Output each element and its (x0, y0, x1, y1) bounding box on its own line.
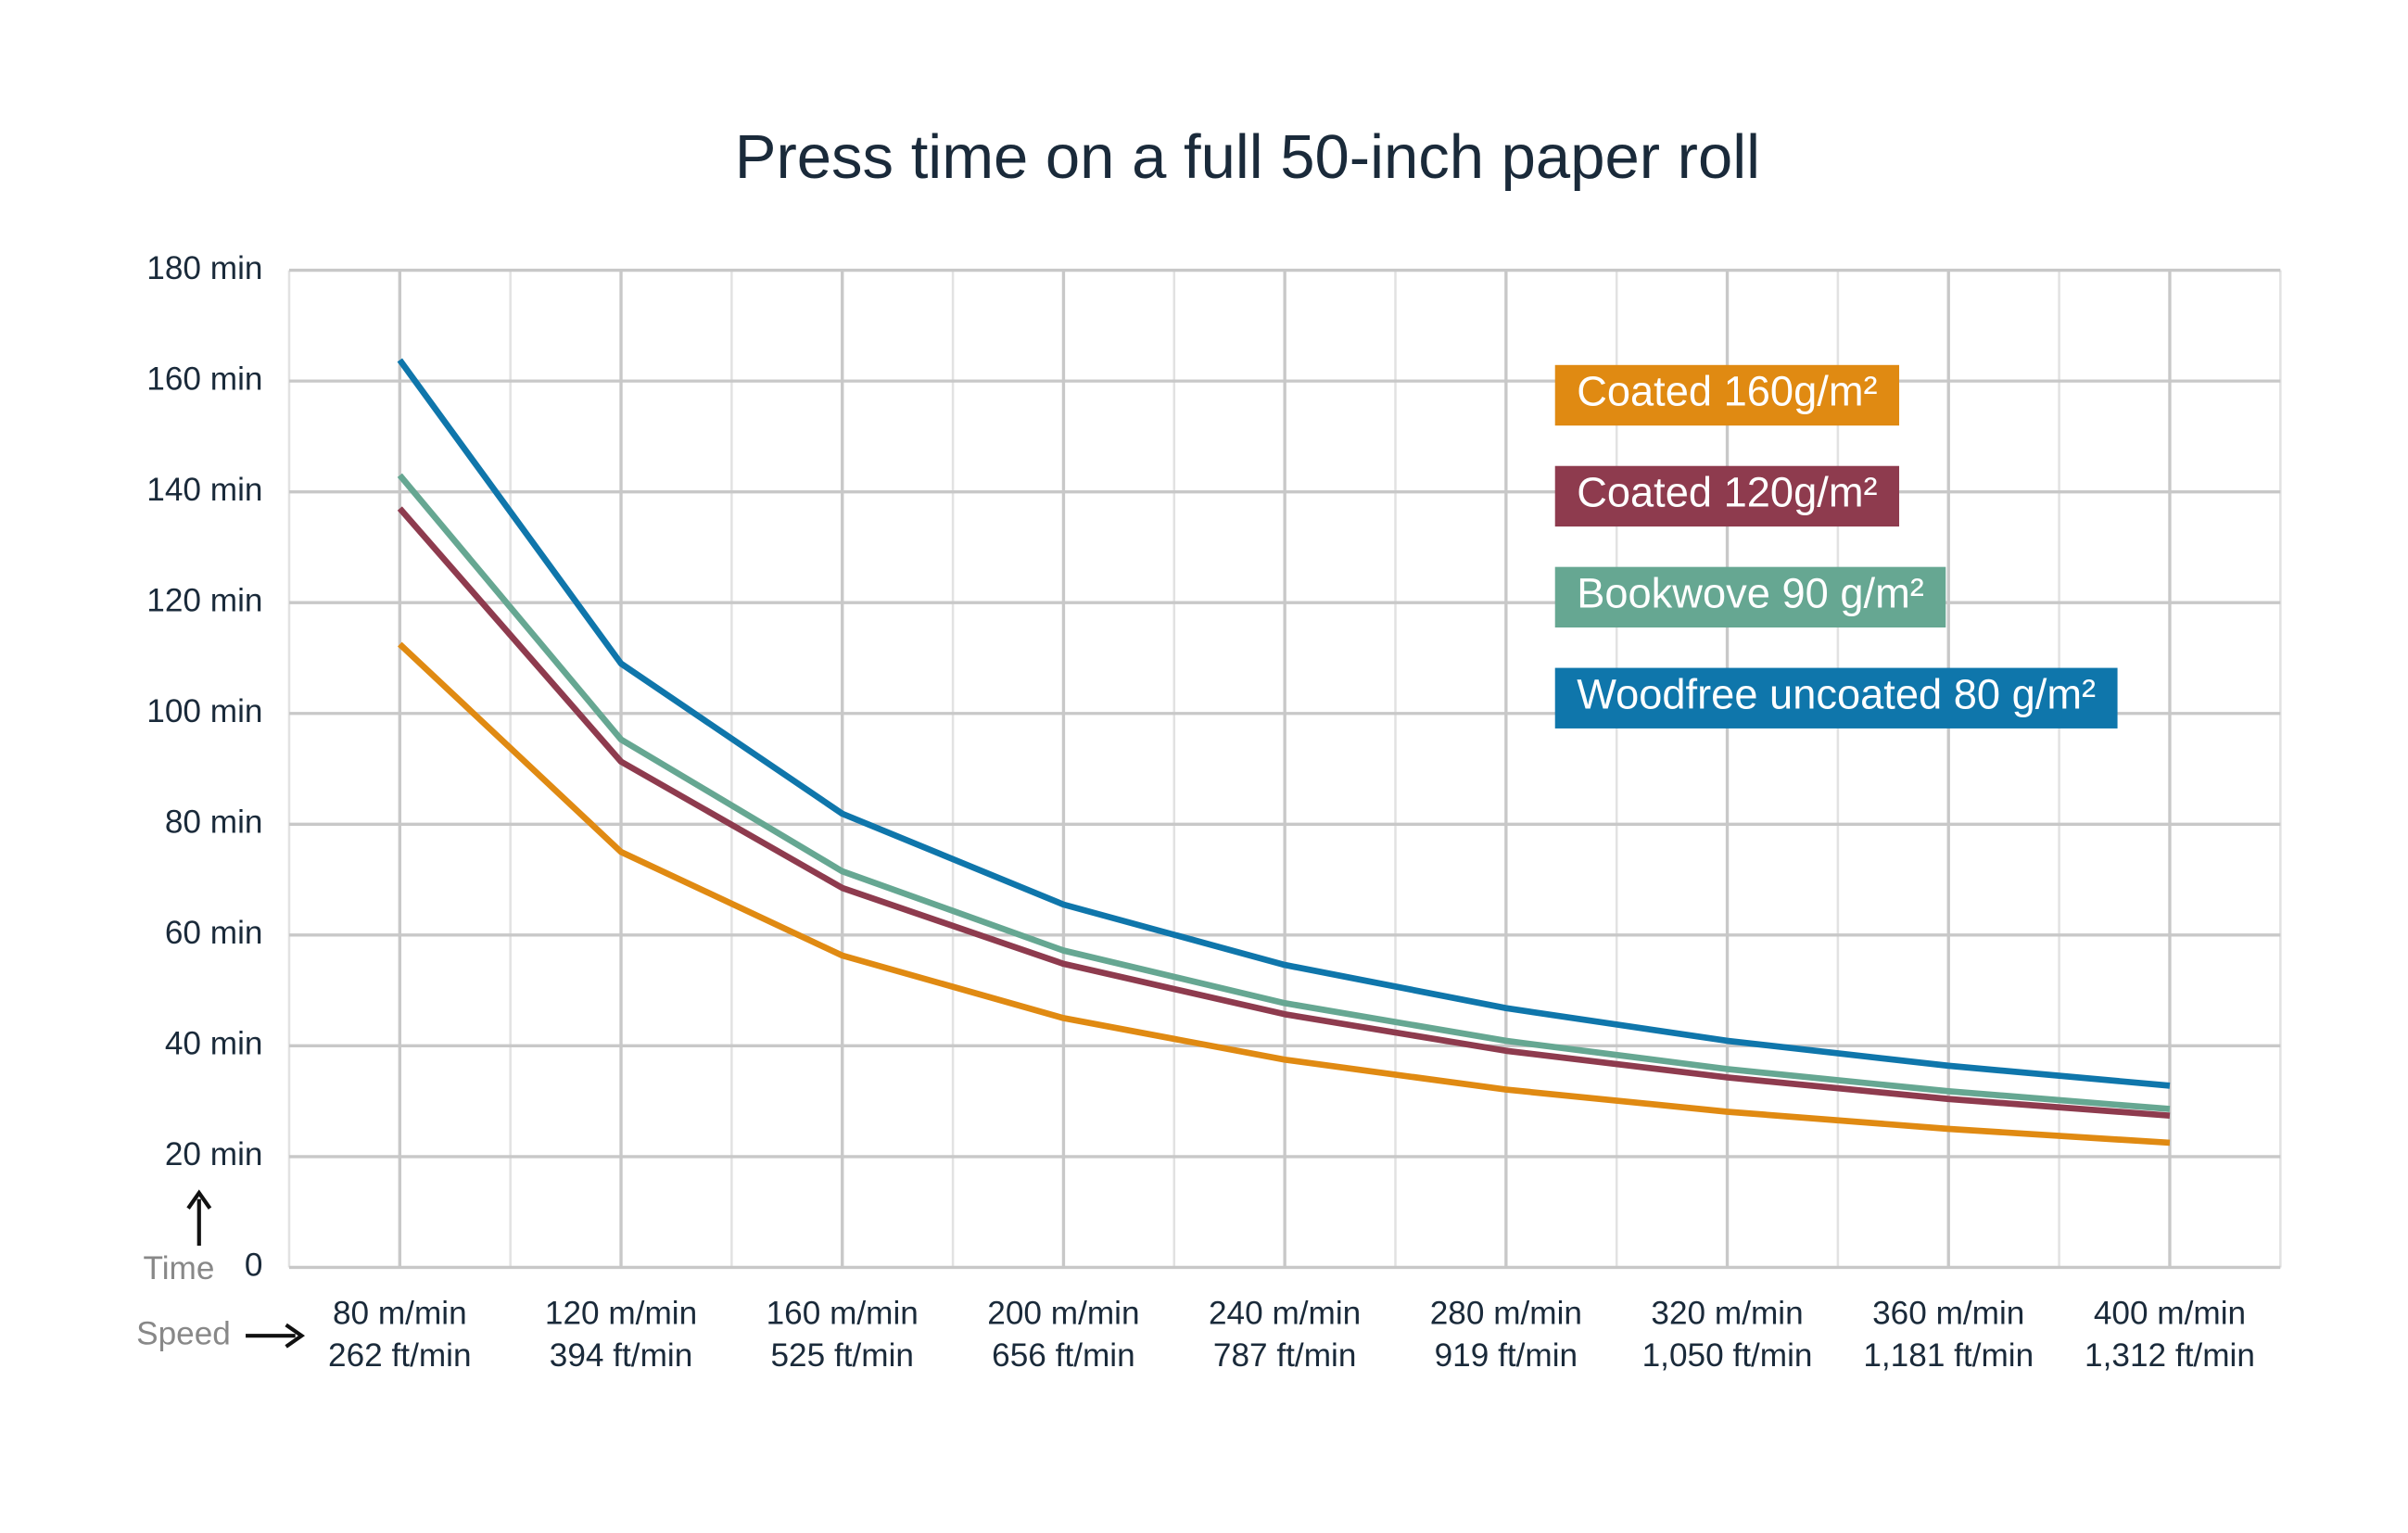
legend-item: Coated 160g/m² (1554, 364, 1900, 426)
series-line (397, 358, 2171, 1089)
y-tick-label: 120 min (146, 583, 262, 619)
legend-item: Coated 120g/m² (1554, 465, 1900, 527)
series-line (398, 641, 2171, 1147)
x-axis-label: Speed (136, 1315, 231, 1351)
x-tick-label-secondary: 919 ft/min (1435, 1337, 1578, 1374)
x-tick-label-secondary: 525 ft/min (770, 1337, 914, 1374)
series-line (397, 473, 2171, 1112)
x-tick-label: 320 m/min (1651, 1296, 1803, 1332)
legend-label: Coated 160g/m² (1577, 368, 1877, 415)
x-tick-label: 200 m/min (987, 1296, 1139, 1332)
legend-swatch (1554, 465, 1900, 527)
y-tick-label: 40 min (165, 1026, 263, 1062)
x-tick-label: 240 m/min (1209, 1296, 1361, 1332)
y-tick-label: 20 min (165, 1136, 263, 1172)
y-tick-label: 160 min (146, 361, 262, 397)
x-tick-label-secondary: 1,312 ft/min (2085, 1337, 2255, 1374)
legend-label: Woodfree uncoated 80 g/m² (1577, 670, 2096, 717)
x-tick-label-secondary: 394 ft/min (550, 1337, 693, 1374)
x-tick-label-secondary: 656 ft/min (992, 1337, 1135, 1374)
y-tick-label: 140 min (146, 472, 262, 508)
x-tick-label-secondary: 787 ft/min (1213, 1337, 1357, 1374)
x-tick-label: 120 m/min (545, 1296, 697, 1332)
x-tick-label: 160 m/min (767, 1296, 919, 1332)
y-tick-label: 80 min (165, 805, 263, 841)
legend-label: Coated 120g/m² (1577, 469, 1877, 516)
x-arrow-head (285, 1323, 306, 1349)
x-tick-label: 280 m/min (1430, 1296, 1582, 1332)
series-line (397, 506, 2171, 1120)
x-tick-label-secondary: 1,181 ft/min (1863, 1337, 2034, 1374)
legend-swatch (1554, 566, 1946, 628)
y-tick-label: 60 min (165, 915, 263, 951)
x-tick-label-secondary: 1,050 ft/min (1642, 1337, 1813, 1374)
legend-item: Bookwove 90 g/m² (1554, 566, 1946, 628)
legend-swatch (1554, 667, 2118, 728)
x-tick-label: 360 m/min (1872, 1296, 2024, 1332)
legend-item: Woodfree uncoated 80 g/m² (1554, 667, 2118, 728)
legend-label: Bookwove 90 g/m² (1577, 569, 1924, 616)
y-tick-label: 0 (245, 1248, 263, 1284)
x-tick-label: 400 m/min (2094, 1296, 2246, 1332)
x-tick-label: 80 m/min (333, 1296, 467, 1332)
y-arrow-head (186, 1189, 212, 1210)
legend-swatch (1554, 364, 1900, 426)
y-tick-label: 180 min (146, 250, 262, 286)
y-tick-label: 100 min (146, 693, 262, 729)
x-tick-label-secondary: 262 ft/min (328, 1337, 472, 1374)
y-axis-label: Time (144, 1250, 215, 1286)
chart-title: Press time on a full 50-inch paper roll (735, 122, 1760, 192)
